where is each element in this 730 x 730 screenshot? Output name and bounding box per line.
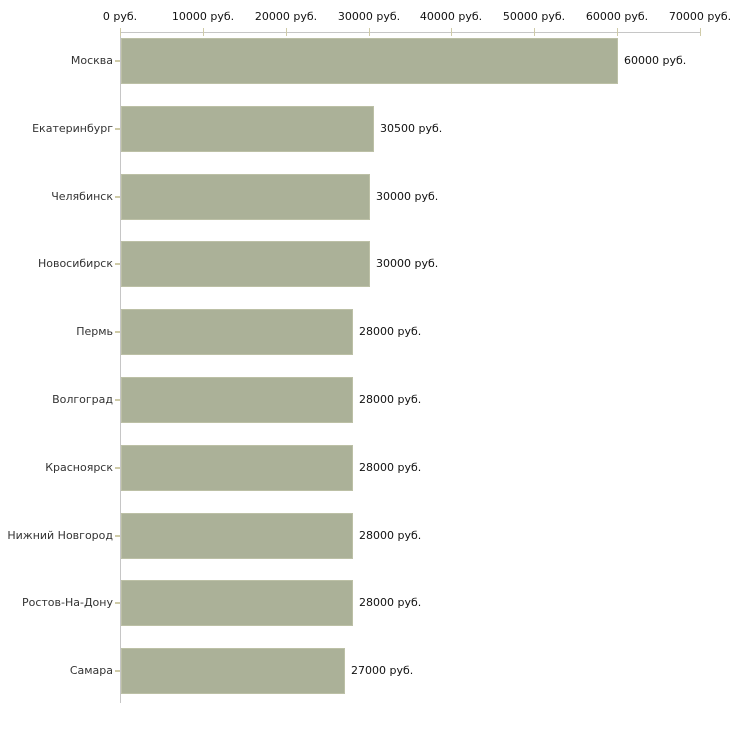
- y-axis-tick-mark: [115, 535, 120, 537]
- x-axis-tick-mark: [369, 28, 370, 36]
- category-label: Пермь: [76, 325, 113, 338]
- x-axis-tick-label: 30000 руб.: [337, 10, 401, 23]
- bar: [121, 38, 618, 84]
- y-axis-tick-mark: [115, 331, 120, 333]
- bar: [121, 513, 353, 559]
- bar: [121, 377, 353, 423]
- x-axis-tick-label: 20000 руб.: [254, 10, 318, 23]
- category-label: Новосибирск: [37, 257, 113, 270]
- y-axis-tick-mark: [115, 467, 120, 469]
- bar-value-label: 28000 руб.: [359, 596, 422, 609]
- category-label: Красноярск: [45, 461, 113, 474]
- x-axis-tick-mark: [203, 28, 204, 36]
- y-axis-tick-mark: [115, 399, 120, 401]
- bar-value-label: 28000 руб.: [359, 393, 422, 406]
- category-label: Самара: [69, 664, 113, 677]
- bar: [121, 106, 374, 152]
- bar: [121, 648, 345, 694]
- bar: [121, 174, 370, 220]
- category-label: Челябинск: [51, 190, 113, 203]
- x-axis-tick-mark: [617, 28, 618, 36]
- bar-value-label: 30000 руб.: [376, 257, 439, 270]
- bar: [121, 580, 353, 626]
- y-axis-tick-mark: [115, 263, 120, 265]
- bar-value-label: 60000 руб.: [624, 54, 687, 67]
- category-label: Нижний Новгород: [7, 529, 113, 542]
- bar-value-label: 30000 руб.: [376, 190, 439, 203]
- category-label: Ростов-На-Дону: [21, 596, 113, 609]
- bar-value-label: 30500 руб.: [380, 122, 443, 135]
- bar: [121, 445, 353, 491]
- bar: [121, 241, 370, 287]
- bar-value-label: 27000 руб.: [351, 664, 414, 677]
- x-axis-tick-label: 40000 руб.: [419, 10, 483, 23]
- bar-value-label: 28000 руб.: [359, 461, 422, 474]
- x-axis-tick-label: 50000 руб.: [502, 10, 566, 23]
- y-axis-tick-mark: [115, 670, 120, 672]
- x-axis-tick-label: 0 руб.: [102, 10, 138, 23]
- x-axis-tick-mark: [451, 28, 452, 36]
- x-axis-tick-label: 60000 руб.: [585, 10, 649, 23]
- x-axis-tick-mark: [700, 28, 701, 36]
- y-axis-tick-mark: [115, 602, 120, 604]
- category-label: Волгоград: [52, 393, 113, 406]
- x-axis-tick-mark: [286, 28, 287, 36]
- x-axis-tick-mark: [534, 28, 535, 36]
- category-label: Москва: [70, 54, 113, 67]
- y-axis-tick-mark: [115, 196, 120, 198]
- x-axis-tick-label: 70000 руб.: [668, 10, 730, 23]
- y-axis-tick-mark: [115, 60, 120, 62]
- bar: [121, 309, 353, 355]
- category-label: Екатеринбург: [32, 122, 113, 135]
- bar-value-label: 28000 руб.: [359, 529, 422, 542]
- x-axis-tick-mark: [120, 28, 121, 36]
- x-axis-tick-label: 10000 руб.: [171, 10, 235, 23]
- x-axis-line: [120, 32, 701, 33]
- y-axis-tick-mark: [115, 128, 120, 130]
- bar-value-label: 28000 руб.: [359, 325, 422, 338]
- y-axis-line: [120, 32, 121, 703]
